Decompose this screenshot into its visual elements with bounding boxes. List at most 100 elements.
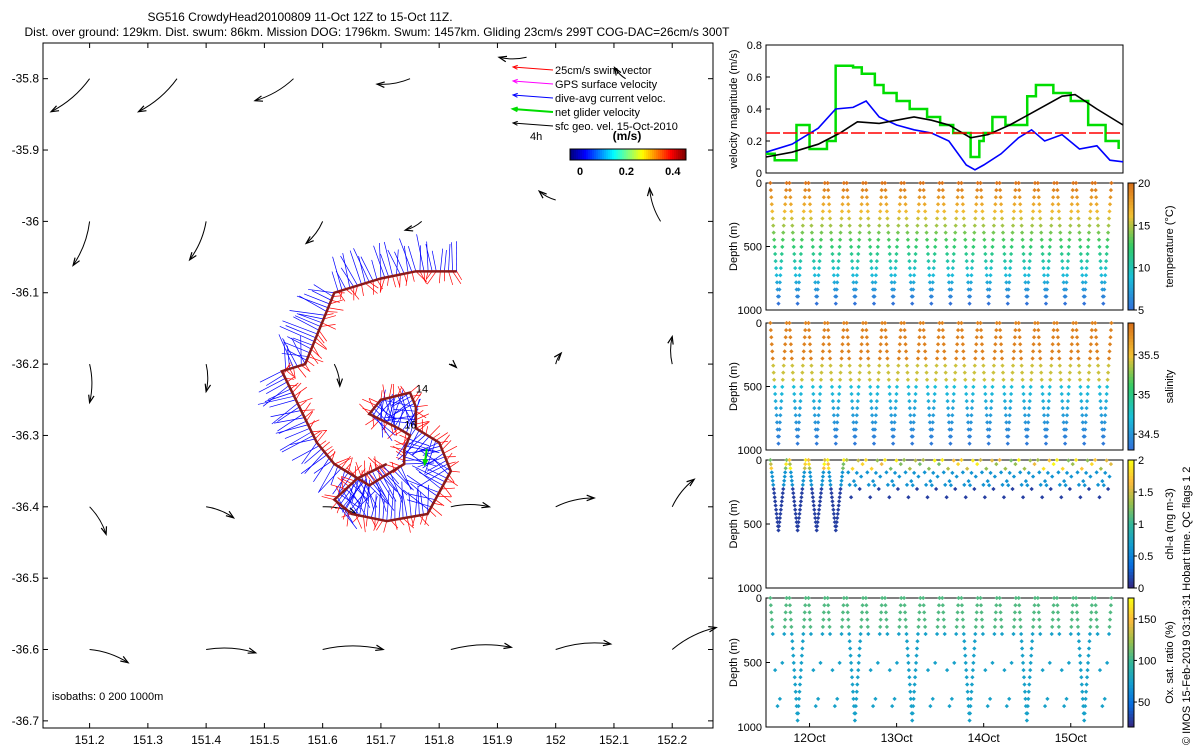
depth-data-point	[1103, 273, 1108, 278]
depth-data-point	[911, 696, 916, 702]
depth-data-point	[808, 631, 814, 637]
depth-data-point	[1047, 244, 1052, 249]
depth-data-point	[1009, 660, 1014, 666]
depth-data-point	[874, 266, 879, 271]
swim-vector	[441, 487, 455, 490]
depth-data-point	[819, 363, 825, 368]
depth-data-point	[1047, 660, 1052, 666]
depth-data-point	[865, 617, 870, 622]
depth-data-point	[796, 280, 802, 285]
depth-data-point	[1022, 266, 1027, 271]
depth-data-point	[934, 356, 940, 361]
depth-data-point	[855, 258, 860, 264]
swim-vector	[321, 441, 330, 449]
colorbar-cell	[1128, 527, 1134, 531]
depth-data-point	[803, 603, 808, 608]
swim-vector	[415, 271, 428, 283]
depth-data-point	[907, 466, 912, 471]
depth-data-point	[943, 363, 948, 368]
depth-data-point	[918, 180, 923, 186]
depth-data-point	[875, 384, 880, 389]
depth-data-point	[972, 646, 977, 651]
depth-data-point	[839, 474, 845, 479]
depth-data-point	[936, 610, 941, 615]
colorbar-label: temperature (°C)	[1164, 205, 1176, 287]
depth-data-point	[801, 624, 806, 629]
depth-data-point	[959, 595, 964, 601]
depth-data-point	[994, 327, 999, 333]
map-y-tick-label: -36	[22, 214, 40, 228]
depth-data-point	[840, 202, 845, 207]
depth-data-point	[784, 595, 789, 601]
swim-vector	[410, 516, 414, 526]
depth-data-point	[835, 420, 840, 425]
dac-vector	[427, 484, 430, 514]
depth-data-point	[874, 406, 879, 411]
depth-data-point	[814, 301, 819, 306]
depth-data-point	[781, 370, 786, 375]
depth-data-point	[967, 434, 973, 439]
depth-data-point	[1032, 327, 1037, 333]
credit-text: © IMOS 15-Feb-2019 03:19:31 Hobart time.…	[1181, 467, 1193, 745]
depth-data-point	[827, 356, 833, 361]
colorbar-cell	[1128, 271, 1134, 276]
depth-data-point	[815, 427, 820, 432]
colorbar-cell	[1128, 688, 1134, 693]
depth-data-point	[830, 391, 835, 397]
depth-data-point	[768, 320, 773, 326]
depth-data-point	[769, 335, 774, 340]
depth-data-point	[790, 370, 795, 375]
depth-data-point	[811, 499, 816, 504]
depth-data-point	[815, 294, 820, 299]
depth-data-point	[853, 427, 858, 432]
depth-data-point	[787, 457, 792, 463]
depth-data-point	[1096, 237, 1102, 242]
depth-data-point	[1074, 335, 1080, 340]
depth-data-point	[1103, 406, 1108, 411]
dac-vector	[394, 251, 405, 274]
depth-data-point	[859, 342, 864, 347]
dac-vector	[384, 416, 416, 421]
depth-data-point	[815, 519, 820, 525]
dac-vector	[339, 494, 361, 509]
depth-data-point	[801, 209, 806, 214]
swim-vector	[330, 501, 338, 510]
depth-data-point	[1008, 458, 1014, 463]
depth-data-point	[908, 696, 913, 702]
depth-y-axis-label: Depth (m)	[728, 638, 740, 687]
swim-vector	[286, 376, 295, 383]
depth-data-point	[802, 335, 807, 340]
depth-data-point	[856, 384, 861, 389]
depth-data-point	[1039, 370, 1044, 375]
colorbar-cell	[1128, 694, 1134, 699]
depth-data-point	[1085, 251, 1090, 257]
depth-data-point	[964, 398, 969, 404]
depth-data-point	[878, 202, 883, 207]
depth-data-point	[848, 495, 854, 500]
depth-data-point	[955, 610, 960, 615]
depth-data-point	[867, 370, 872, 375]
depth-data-point	[978, 603, 984, 608]
depth-data-point	[839, 209, 845, 214]
depth-data-point	[959, 327, 965, 333]
depth-data-point	[794, 280, 799, 285]
colorbar-frame	[569, 148, 687, 161]
colorbar-cell	[1128, 281, 1134, 286]
depth-data-point	[777, 427, 782, 432]
depth-data-point	[841, 327, 846, 333]
colorbar-cell	[1128, 514, 1134, 519]
depth-data-point	[943, 370, 948, 375]
depth-data-point	[955, 327, 961, 333]
depth-data-point	[840, 466, 846, 471]
geo-velocity-arrow	[553, 351, 563, 365]
depth-data-point	[1017, 603, 1022, 608]
dac-vector	[378, 402, 391, 420]
colorbar-cell	[598, 149, 601, 160]
depth-data-point	[839, 216, 844, 221]
depth-data-point	[1048, 377, 1053, 382]
depth-data-point	[1060, 406, 1065, 411]
depth-data-point	[925, 244, 930, 249]
swim-vector	[331, 484, 347, 490]
depth-data-point	[1060, 398, 1065, 404]
depth-data-point	[908, 420, 913, 425]
